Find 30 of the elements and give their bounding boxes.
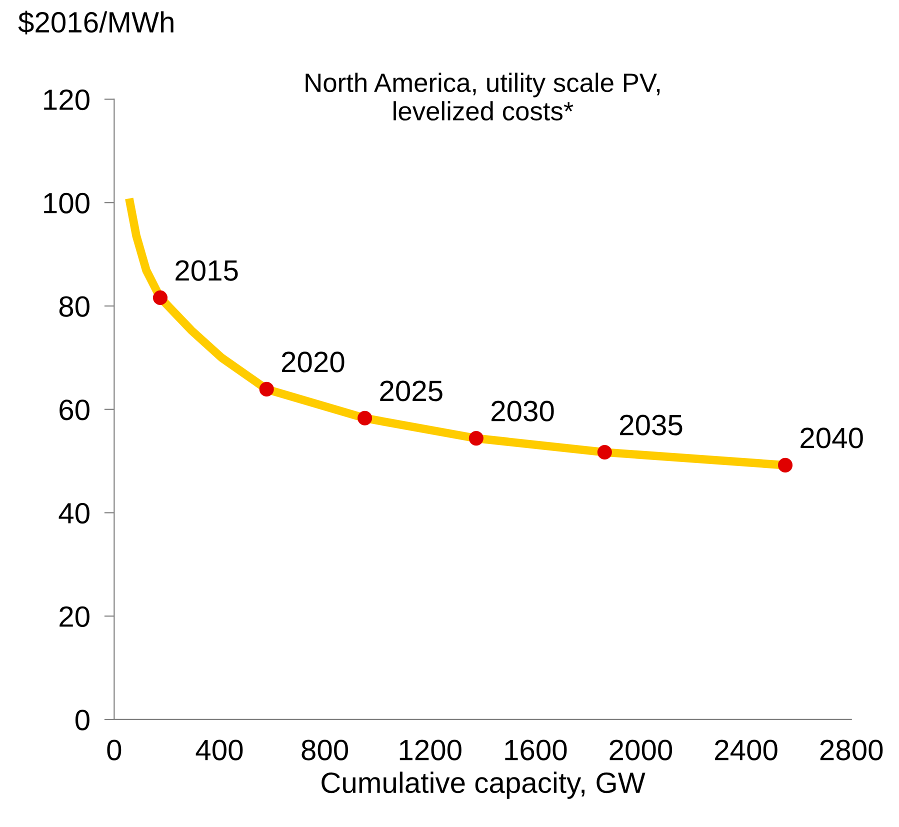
point xyxy=(358,410,372,426)
point xyxy=(468,431,484,446)
annotation: 2020 xyxy=(282,352,344,372)
y-axis-title: $2016/MWh xyxy=(18,10,174,34)
point xyxy=(778,458,793,472)
x-tick-label: 400 xyxy=(196,740,243,760)
point xyxy=(597,444,612,460)
x-tick-label: 1600 xyxy=(505,740,567,760)
annotation: 2025 xyxy=(380,380,442,402)
y-tick-label: 80 xyxy=(59,296,90,317)
x-axis-title: Cumulative capacity, GW xyxy=(322,772,646,799)
point xyxy=(259,382,274,396)
x-tick-label: 800 xyxy=(302,740,348,760)
y-tick-label: 100 xyxy=(44,192,90,214)
point xyxy=(152,290,168,306)
annotation: 2030 xyxy=(492,400,554,422)
x-tick-label: 2400 xyxy=(715,740,778,760)
chart-title: North America, utility scale PV, levelized costs* xyxy=(306,72,660,121)
annotation: 2035 xyxy=(620,414,682,436)
y-tick-label: 120 xyxy=(44,89,90,110)
annotation: 2015 xyxy=(176,260,238,281)
annotation: 2040 xyxy=(800,428,863,448)
y-tick-label: 0 xyxy=(75,710,90,730)
y-tick-label: 40 xyxy=(58,502,90,524)
y-tick-label: 20 xyxy=(60,606,90,627)
x-tick-label: 0 xyxy=(107,740,122,760)
x-tick-label: 2000 xyxy=(610,740,672,760)
x-tick-label: 1200 xyxy=(400,740,462,760)
x-tick-label: 2800 xyxy=(820,740,883,760)
y-tick-label: 60 xyxy=(60,400,90,420)
